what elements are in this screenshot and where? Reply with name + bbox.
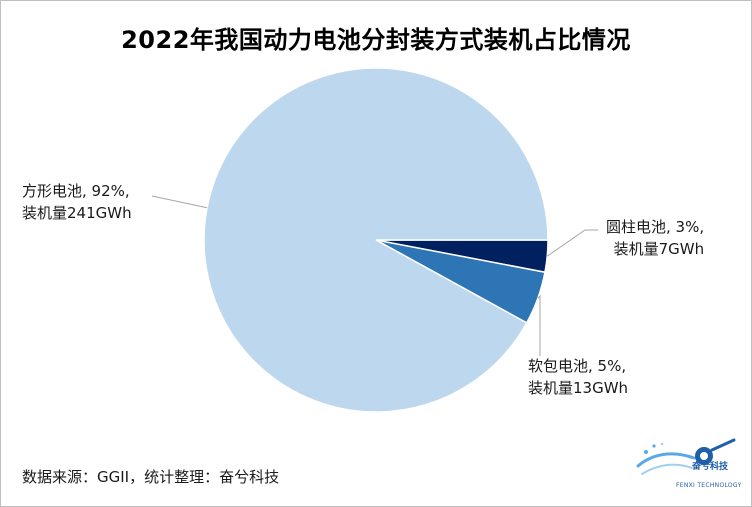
slice-label-cylindrical: 圆柱电池, 3%, 装机量7GWh xyxy=(606,218,705,258)
slice-label-prismatic: 方形电池, 92%, 装机量241GWh xyxy=(22,182,132,222)
source-note: 数据来源：GGII，统计整理：奋兮科技 xyxy=(22,468,280,486)
leader-line-pouch xyxy=(537,294,541,356)
leader-line-cylindrical xyxy=(546,229,598,257)
leader-line-prismatic xyxy=(151,195,208,209)
logo-subtext: FENXI TECHNOLOGY xyxy=(676,482,742,489)
logo-text: 奋兮科技 xyxy=(692,462,729,472)
slice-label-pouch: 软包电池, 5%, 装机量13GWh xyxy=(528,357,629,397)
fenxi-logo-icon xyxy=(636,438,736,475)
pie-slice-prismatic xyxy=(203,67,549,413)
chart-title: 2022年我国动力电池分封装方式装机占比情况 xyxy=(121,26,631,54)
